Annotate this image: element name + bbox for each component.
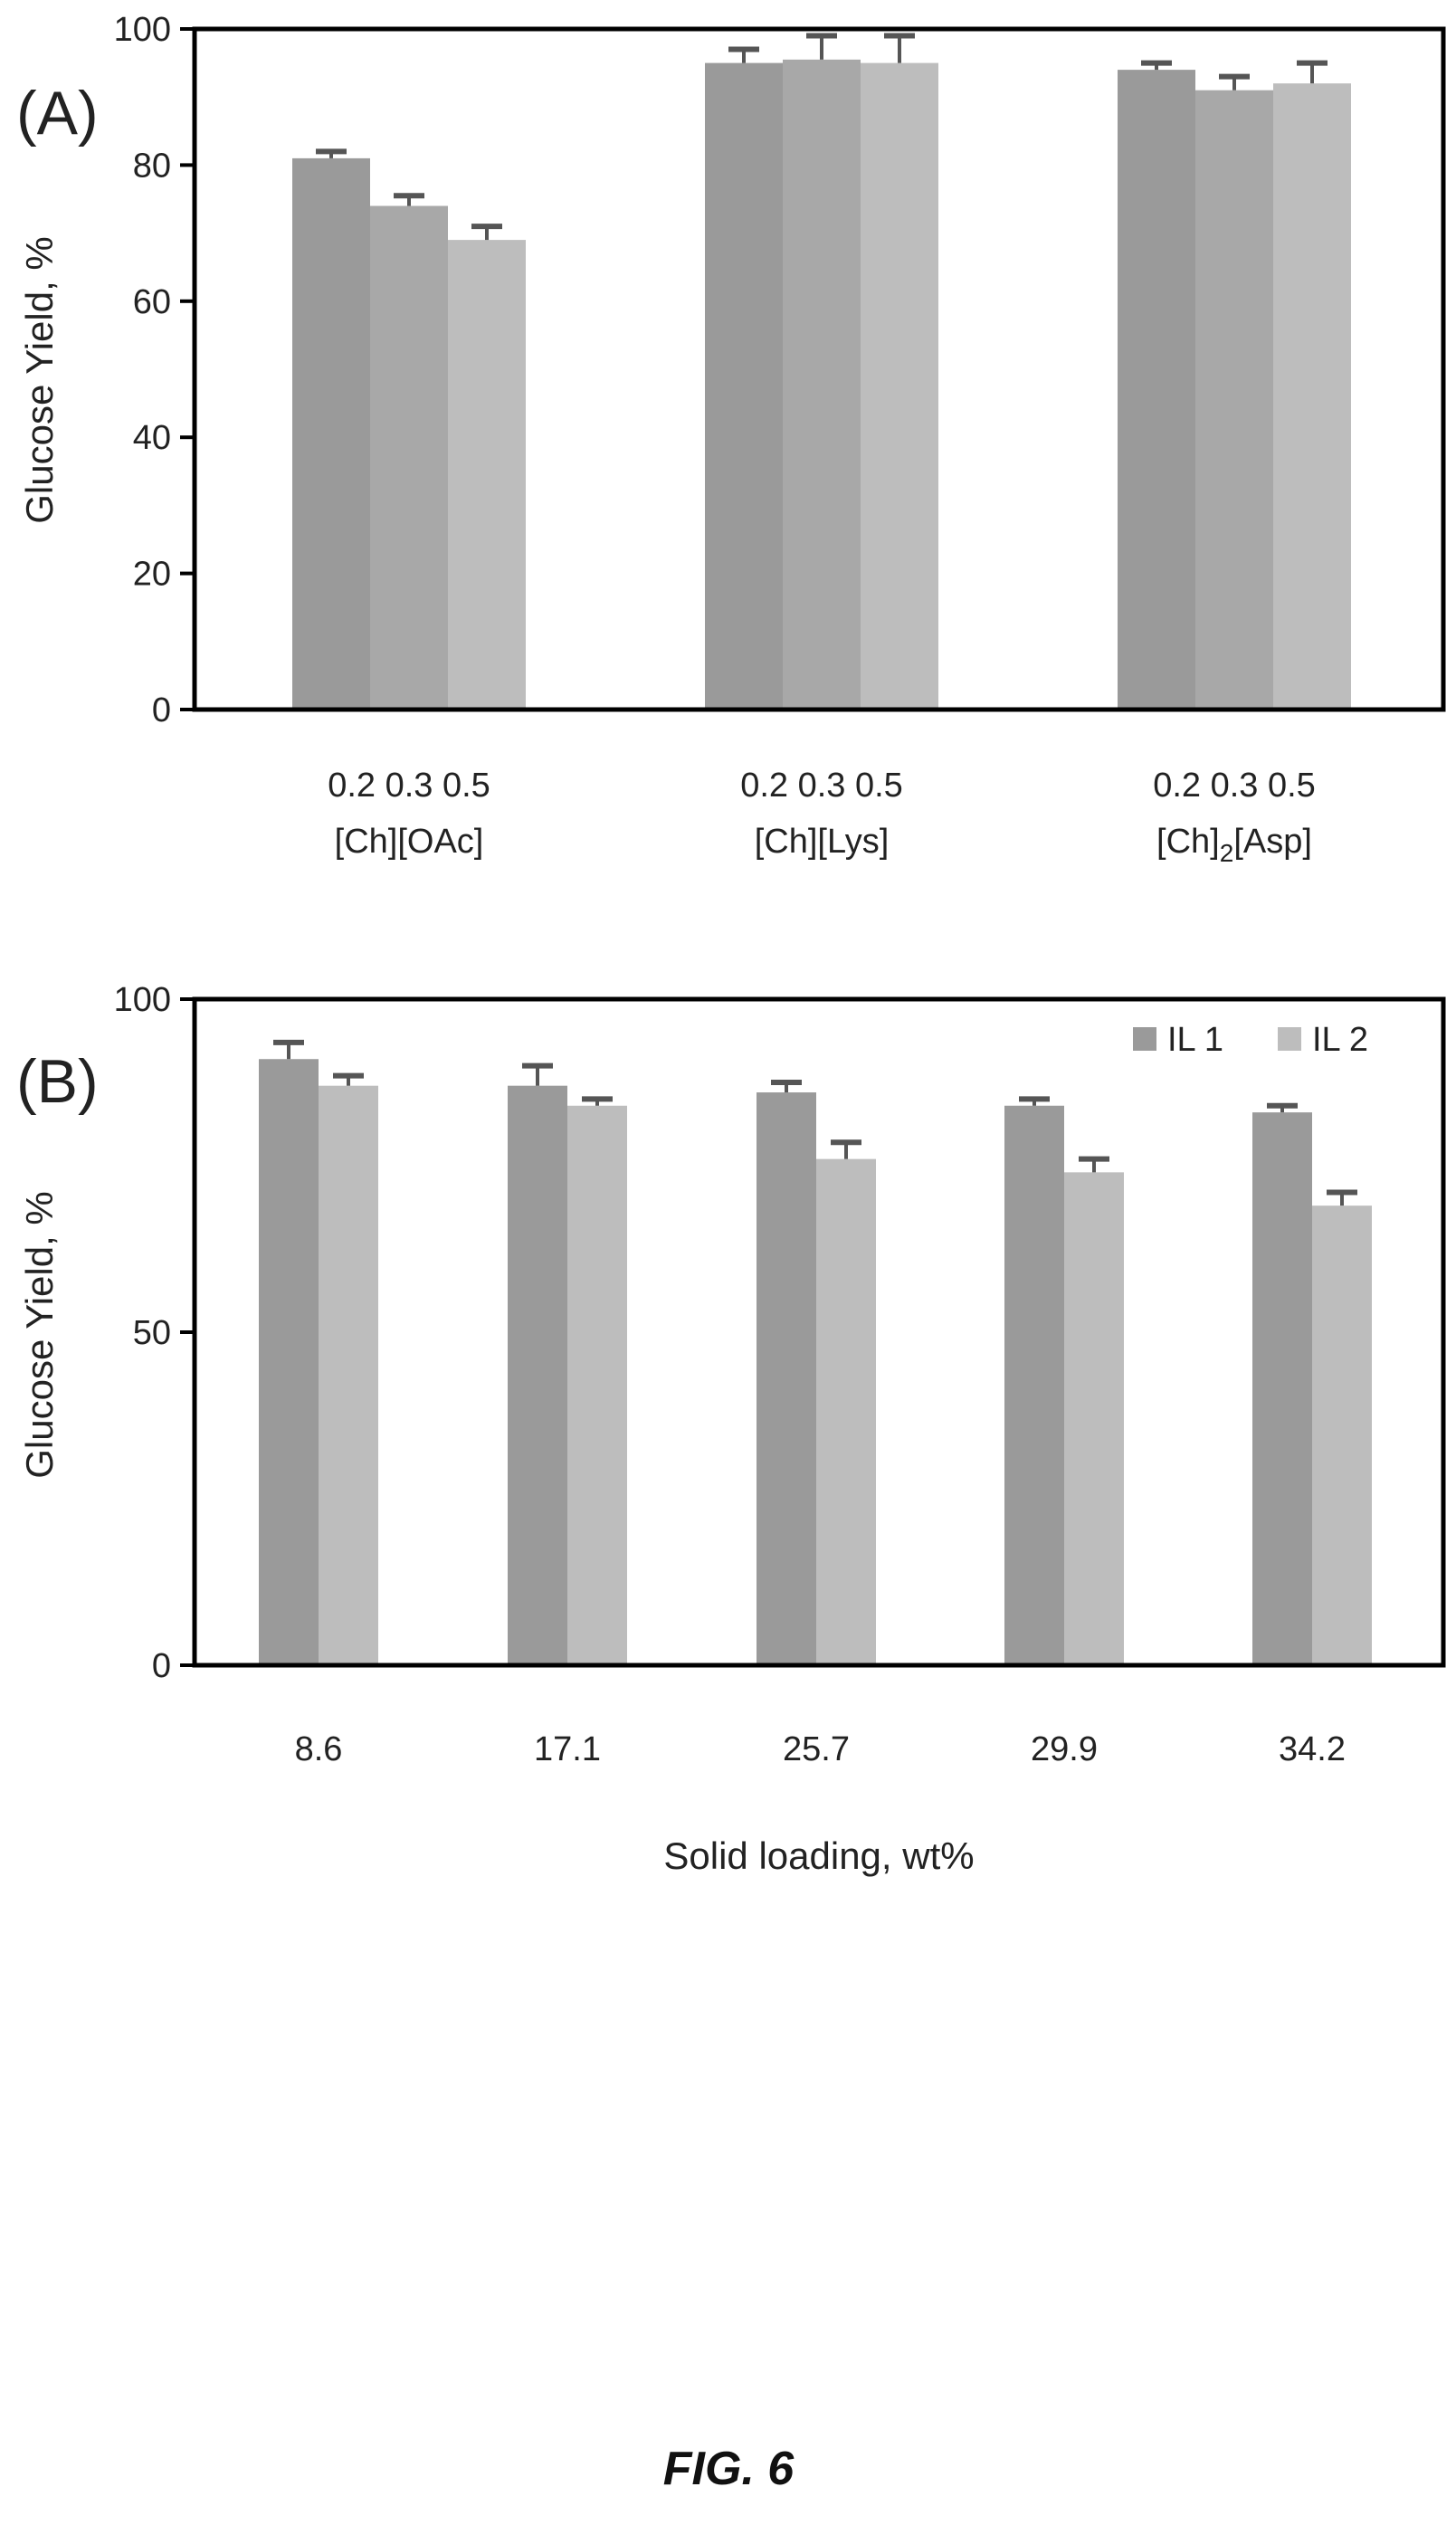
panel-a-group-label-main: [Ch][Lys] (755, 823, 890, 861)
panel-b-bar-il-1 (259, 1059, 319, 1665)
panel-a-group-label-main: [Ch] (1156, 823, 1220, 861)
panel-b-y-ticks: 0 50 100 (114, 981, 195, 1685)
panel-a-group-tick-labels: 0.2 0.3 0.5 (328, 767, 490, 805)
panel-b: (B) Glucose Yield, % 0 50 100 8.6 17.1 25.7 2… (16, 981, 1446, 1877)
panel-a-label: (A) (16, 79, 99, 148)
panel-a-y-tick-label: 0 (152, 691, 171, 729)
panel-b-x-tick-label: 34.2 (1279, 1730, 1346, 1768)
panel-b-bar-il-2 (816, 1158, 876, 1665)
legend-label-il-2: IL 2 (1312, 1021, 1368, 1059)
legend-swatch-il-1 (1133, 1027, 1156, 1051)
panel-b-y-tick-label: 100 (114, 981, 171, 1019)
panel-a-bar (783, 59, 861, 710)
panel-a-bar (1118, 70, 1195, 710)
legend-label-il-1: IL 1 (1167, 1021, 1223, 1059)
panel-a-y-tick-label: 20 (133, 556, 171, 594)
panel-b-bar-il-1 (508, 1085, 567, 1665)
panel-a-bars (292, 33, 1351, 710)
panel-b-bar-il-2 (1064, 1172, 1124, 1665)
panel-b-x-tick-label: 17.1 (534, 1730, 601, 1768)
panel-b-y-axis-title: Glucose Yield, % (18, 1191, 61, 1479)
panel-b-bars (259, 1039, 1372, 1665)
figure-caption: FIG. 6 (663, 2443, 795, 2495)
panel-a-group-label-tail: [Asp] (1233, 823, 1312, 861)
panel-b-bar-il-1 (1004, 1105, 1064, 1665)
panel-a-bar (705, 62, 783, 710)
panel-b-x-labels: 8.6 17.1 25.7 29.9 34.2 (295, 1730, 1346, 1768)
panel-a: (A) Glucose Yield, % 0 20 40 60 80 100 0.2 0.… (16, 11, 1446, 867)
panel-b-y-tick-label: 0 (152, 1647, 171, 1685)
panel-b-y-tick-label: 50 (133, 1314, 171, 1352)
panel-a-y-ticks: 0 20 40 60 80 100 (114, 11, 195, 729)
panel-b-x-tick-label: 29.9 (1031, 1730, 1098, 1768)
panel-a-x-labels: 0.2 0.3 0.5 [Ch][OAc] 0.2 0.3 0.5 [Ch][Lys]… (328, 767, 1316, 867)
panel-a-bar (370, 205, 448, 710)
panel-a-group-tick-labels: 0.2 0.3 0.5 (740, 767, 903, 805)
panel-b-x-tick-label: 8.6 (295, 1730, 343, 1768)
panel-a-plot-frame (192, 26, 1446, 712)
panel-a-y-axis-title: Glucose Yield, % (18, 236, 61, 524)
panel-a-group-label-subscript: 2 (1220, 839, 1234, 867)
panel-b-x-tick-label: 25.7 (783, 1730, 850, 1768)
panel-a-bar (292, 157, 370, 710)
panel-a-y-tick-label: 80 (133, 147, 171, 185)
panel-a-bar (1273, 83, 1351, 710)
panel-b-x-axis-title: Solid loading, wt% (663, 1834, 974, 1877)
panel-b-bar-il-2 (1312, 1205, 1372, 1665)
panel-b-label: (B) (16, 1047, 99, 1116)
panel-a-y-tick-label: 60 (133, 283, 171, 321)
panel-a-bar (1195, 90, 1273, 710)
panel-a-bar (861, 62, 938, 710)
panel-a-bar (448, 240, 526, 710)
panel-a-group-label: [Ch][Lys] (755, 823, 890, 861)
panel-b-bar-il-2 (567, 1105, 627, 1665)
panel-a-y-tick-label: 40 (133, 419, 171, 457)
panel-b-bar-il-2 (319, 1085, 378, 1665)
panel-a-group-label-main: [Ch][OAc] (335, 823, 484, 861)
legend-swatch-il-2 (1278, 1027, 1301, 1051)
panel-a-group-tick-labels: 0.2 0.3 0.5 (1153, 767, 1316, 805)
panel-a-group-label: [Ch]2[Asp] (1156, 823, 1312, 867)
panel-a-y-tick-label: 100 (114, 11, 171, 49)
panel-a-group-label: [Ch][OAc] (335, 823, 484, 861)
panel-b-bar-il-1 (1252, 1112, 1312, 1665)
panel-b-bar-il-1 (757, 1092, 816, 1665)
panel-b-plot-frame (192, 996, 1446, 1668)
panel-b-legend: IL 1 IL 2 (1133, 1021, 1368, 1059)
